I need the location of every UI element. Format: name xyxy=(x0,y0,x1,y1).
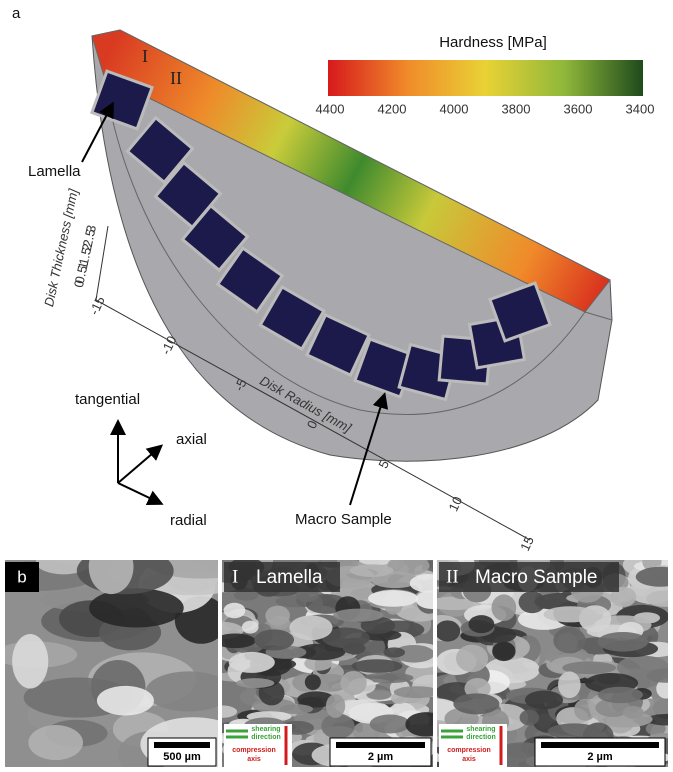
grain xyxy=(224,603,246,618)
radius-tick: 10 xyxy=(446,494,466,513)
grain xyxy=(215,634,255,649)
grain xyxy=(289,615,332,640)
scale-bar xyxy=(541,742,659,748)
colorbar-title: Hardness [MPa] xyxy=(439,34,547,51)
grain xyxy=(368,590,418,607)
colorbar-tick: 3600 xyxy=(564,101,593,116)
grain xyxy=(435,620,460,641)
grain xyxy=(97,686,154,716)
grain xyxy=(340,671,366,695)
figure: a I II Hardness [MPa] 4400 4200 4000 3800 36… xyxy=(0,0,673,767)
image-title: Lamella xyxy=(256,567,323,588)
legend-text: axis xyxy=(462,756,476,763)
panel-label: a xyxy=(12,5,21,22)
direction-label: radial xyxy=(170,512,207,529)
grain xyxy=(553,627,585,653)
grain xyxy=(558,671,581,698)
grain xyxy=(236,678,274,688)
grain xyxy=(623,706,644,719)
grain xyxy=(326,694,345,718)
thickness-axis xyxy=(96,226,108,300)
legend-text: shearing xyxy=(251,726,280,733)
grain xyxy=(333,609,383,622)
image-title: Macro Sample xyxy=(475,567,598,588)
grain xyxy=(28,725,83,760)
colorbar-tick: 3800 xyxy=(502,101,531,116)
scale-label: 500 µm xyxy=(163,751,201,763)
axis-title: Disk Thickness [mm] xyxy=(41,187,81,308)
colorbar-tick: 4000 xyxy=(440,101,469,116)
grain xyxy=(548,723,600,739)
colorbar-tick: 4400 xyxy=(316,101,345,116)
colorbar xyxy=(328,60,643,96)
direction-label: tangential xyxy=(75,391,140,408)
colorbar-tick: 4200 xyxy=(378,101,407,116)
grain xyxy=(525,691,563,710)
arrow xyxy=(118,483,160,503)
grain xyxy=(453,693,499,714)
grain xyxy=(146,671,232,711)
legend-text: compression xyxy=(447,747,491,754)
grain xyxy=(394,686,440,698)
scale-bar xyxy=(336,742,425,748)
arrow xyxy=(118,447,160,483)
grain xyxy=(265,606,290,626)
grain xyxy=(280,704,313,714)
lamella-label: Lamella xyxy=(28,163,81,180)
radius-tick: -15 xyxy=(86,294,108,317)
legend-text: shearing xyxy=(466,726,495,733)
grain xyxy=(350,564,394,577)
grain xyxy=(544,606,597,622)
grain xyxy=(370,714,410,733)
strip-label: II xyxy=(170,68,182,88)
grain xyxy=(597,673,621,685)
numeral: I xyxy=(232,566,238,587)
grain xyxy=(12,634,48,688)
grain xyxy=(456,645,488,673)
legend-text: direction xyxy=(466,734,496,741)
grain xyxy=(242,621,259,634)
legend-text: direction xyxy=(251,734,281,741)
grain xyxy=(89,588,184,627)
grain xyxy=(254,629,294,650)
legend-text: axis xyxy=(247,756,261,763)
colorbar-tick: 3400 xyxy=(626,101,655,116)
grain xyxy=(383,647,405,657)
grain xyxy=(305,674,321,690)
scale-bar xyxy=(154,742,210,748)
scale-label: 2 µm xyxy=(587,751,613,763)
grain xyxy=(343,643,366,654)
direction-label: axial xyxy=(176,431,207,448)
strip-label: I xyxy=(142,46,148,66)
grain xyxy=(491,594,516,621)
legend-text: compression xyxy=(232,747,276,754)
grain xyxy=(598,687,643,703)
grain xyxy=(519,591,546,613)
grain xyxy=(352,659,403,673)
grain xyxy=(520,710,540,726)
scale-label: 2 µm xyxy=(368,751,394,763)
macro-label: Macro Sample xyxy=(295,511,392,528)
numeral: II xyxy=(446,566,459,587)
radius-tick: 15 xyxy=(517,534,537,553)
panel-label: b xyxy=(17,567,26,586)
grain xyxy=(89,539,134,594)
grain xyxy=(468,615,494,633)
grain xyxy=(492,642,515,661)
grain xyxy=(598,632,649,652)
